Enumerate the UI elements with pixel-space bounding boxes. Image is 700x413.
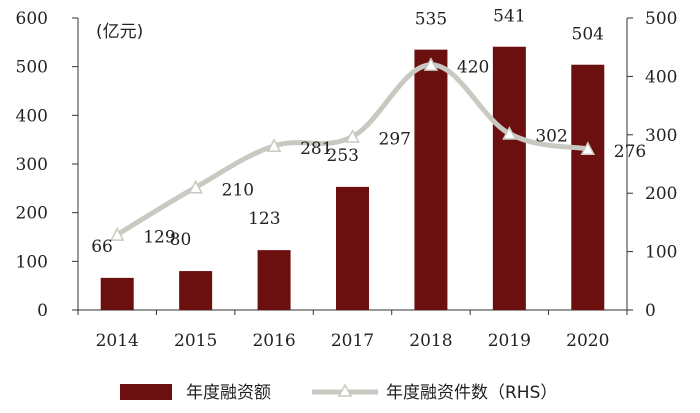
x-tick-label: 2020 xyxy=(566,331,609,351)
right-tick-label: 0 xyxy=(645,301,656,321)
bar-data-label: 66 xyxy=(91,237,113,257)
line-marker xyxy=(423,57,439,71)
left-tick-label: 0 xyxy=(37,301,48,321)
right-tick-label: 400 xyxy=(645,67,677,87)
bar-data-label: 541 xyxy=(493,7,525,27)
line-data-label: 276 xyxy=(614,142,646,162)
line-series xyxy=(109,57,596,241)
x-tick-label: 2016 xyxy=(252,331,295,351)
left-tick-label: 100 xyxy=(16,252,48,272)
line-marker xyxy=(188,179,203,194)
legend-line-label: 年度融资件数（RHS） xyxy=(386,383,557,403)
bar xyxy=(414,49,448,311)
left-tick-label: 600 xyxy=(16,9,48,29)
bar xyxy=(179,271,213,310)
legend-line-marker xyxy=(337,383,353,397)
left-tick-label: 300 xyxy=(16,155,48,175)
bar-data-label: 80 xyxy=(170,230,192,250)
line-data-label: 297 xyxy=(379,130,411,150)
x-tick-label: 2019 xyxy=(488,331,531,351)
right-tick-label: 500 xyxy=(645,9,677,29)
line-data-label: 302 xyxy=(535,127,567,147)
x-tick-label: 2017 xyxy=(331,331,374,351)
left-axis: 0 100 200 300 400 500 600 xyxy=(16,9,78,321)
line-marker xyxy=(109,227,125,241)
legend-bar-label: 年度融资额 xyxy=(186,383,271,403)
x-tick-label: 2015 xyxy=(174,331,217,351)
legend-bar-swatch xyxy=(120,384,172,400)
bar xyxy=(571,64,605,310)
bar-data-label: 123 xyxy=(248,209,280,229)
left-tick-label: 500 xyxy=(16,58,48,78)
line-data-label: 129 xyxy=(143,228,175,248)
right-tick-label: 300 xyxy=(645,126,677,146)
x-tick-label: 2014 xyxy=(96,331,139,351)
right-tick-label: 100 xyxy=(645,243,677,263)
line-data-label: 420 xyxy=(457,58,489,78)
line-data-label: 210 xyxy=(222,180,254,200)
bar-data-label: 535 xyxy=(415,10,447,30)
bar xyxy=(257,250,291,310)
line-marker xyxy=(345,128,360,143)
bar-data-label: 504 xyxy=(572,25,604,45)
bar xyxy=(492,46,526,311)
bar-data-label: 253 xyxy=(327,146,359,166)
x-tick-label: 2018 xyxy=(409,331,452,351)
left-tick-label: 200 xyxy=(16,204,48,224)
bar-data-labels: 66 80 123 253 535 541 504 xyxy=(91,7,604,257)
right-axis: 0 100 200 300 400 500 xyxy=(627,9,677,321)
left-tick-label: 400 xyxy=(16,106,48,126)
line-data-label: 281 xyxy=(300,139,332,159)
right-tick-label: 200 xyxy=(645,184,677,204)
bar-series xyxy=(100,46,605,311)
legend: 年度融资额 年度融资件数（RHS） xyxy=(120,383,557,403)
unit-label: (亿元) xyxy=(96,22,143,42)
x-axis: 2014 2015 2016 2017 2018 2019 2020 xyxy=(77,310,628,351)
bar xyxy=(100,277,134,310)
bar xyxy=(336,186,369,310)
line-marker xyxy=(580,141,596,155)
line-marker xyxy=(266,138,282,153)
line-data-labels: 129 210 281 297 420 302 276 xyxy=(143,58,646,248)
plot-area: 0 100 200 300 400 500 600 0 100 200 300 400 500 201… xyxy=(16,7,678,351)
line-marker xyxy=(502,126,517,140)
